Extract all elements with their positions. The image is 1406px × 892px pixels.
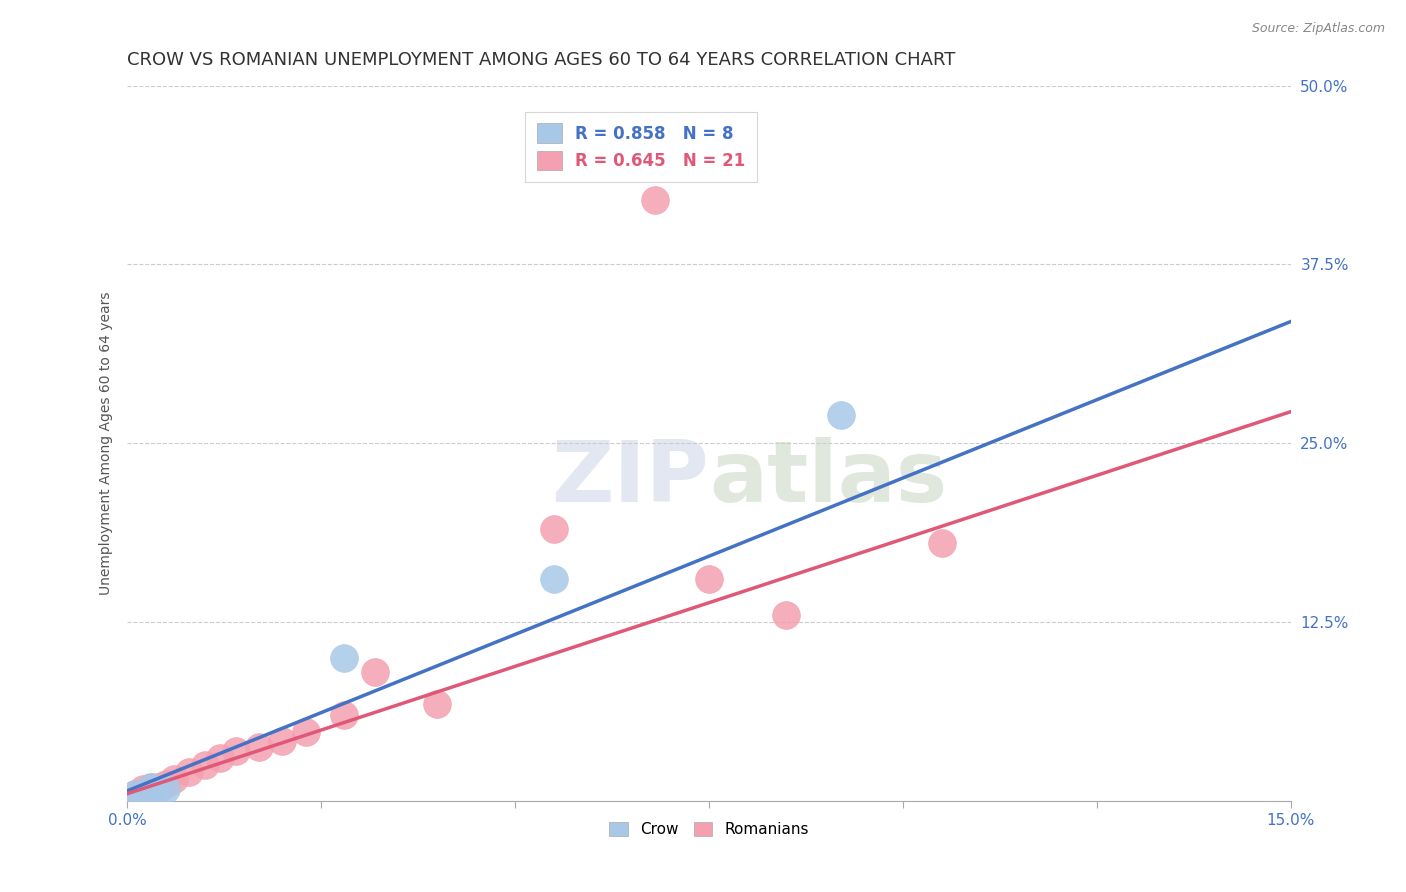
Point (931, 536, 953, 550)
Point (364, 665, 387, 679)
Point (697, 572, 720, 586)
Point (775, 607, 797, 622)
Point (163, 772, 186, 787)
Text: Source: ZipAtlas.com: Source: ZipAtlas.com (1251, 22, 1385, 36)
Point (247, 739, 270, 754)
Text: ZIP: ZIP (551, 437, 709, 520)
Point (139, 780, 162, 794)
Point (333, 650, 356, 665)
Point (148, 780, 170, 794)
Point (179, 765, 201, 780)
Point (644, 193, 666, 207)
Point (139, 780, 162, 794)
Point (225, 744, 247, 758)
Point (124, 787, 146, 801)
Point (830, 408, 852, 422)
Y-axis label: Unemployment Among Ages 60 to 64 years: Unemployment Among Ages 60 to 64 years (100, 292, 114, 595)
Point (543, 522, 565, 536)
Point (124, 787, 146, 801)
Point (155, 777, 177, 791)
Point (543, 572, 565, 586)
Point (426, 697, 449, 711)
Point (209, 751, 232, 765)
Point (132, 782, 155, 797)
Text: atlas: atlas (709, 437, 948, 520)
Point (271, 733, 294, 747)
Point (194, 758, 217, 772)
Point (148, 782, 170, 797)
Point (155, 782, 177, 797)
Point (333, 708, 356, 723)
Point (294, 725, 316, 739)
Text: CROW VS ROMANIAN UNEMPLOYMENT AMONG AGES 60 TO 64 YEARS CORRELATION CHART: CROW VS ROMANIAN UNEMPLOYMENT AMONG AGES… (128, 51, 956, 69)
Legend: Crow, Romanians: Crow, Romanians (603, 816, 814, 843)
Point (132, 787, 155, 801)
